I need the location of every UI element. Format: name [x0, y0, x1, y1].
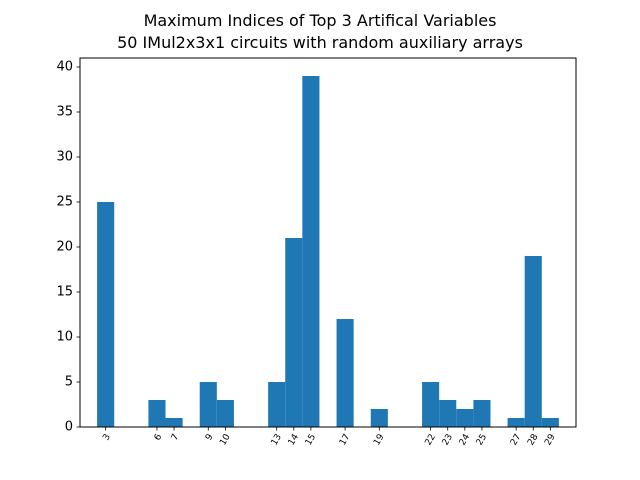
- x-tick-label: 9: [204, 432, 216, 442]
- x-axis: 3 6 7 9 10 13 14 15 17 19 22 23 24 25 27 28 29: [101, 427, 558, 448]
- y-tick-label: 5: [65, 375, 73, 390]
- x-tick-label: 28: [526, 432, 541, 447]
- x-tick-label: 19: [372, 432, 387, 447]
- x-tick-label: 13: [270, 433, 284, 448]
- bar-24: [456, 409, 474, 427]
- x-tick-label: 6: [153, 432, 165, 442]
- y-tick-label: 35: [56, 105, 73, 120]
- bar-25: [473, 400, 491, 427]
- x-tick-label: 15: [304, 433, 318, 448]
- x-tick-label: 25: [475, 433, 489, 448]
- chart-title: Maximum Indices of Top 3 Artifical Varia…: [143, 11, 497, 30]
- y-tick-label: 20: [56, 240, 73, 255]
- x-tick-label: 17: [338, 433, 352, 448]
- chart-subtitle: 50 IMul2x3x1 circuits with random auxili…: [117, 33, 523, 52]
- y-tick-label: 10: [56, 330, 73, 345]
- y-tick-label: 25: [56, 195, 73, 210]
- bar-6: [148, 400, 166, 427]
- x-tick-label: 22: [424, 433, 438, 448]
- bar-28: [524, 256, 542, 427]
- bar-13: [268, 382, 286, 427]
- y-tick-label: 0: [65, 420, 73, 435]
- y-tick-label: 30: [56, 150, 73, 165]
- x-tick-label: 23: [441, 433, 455, 448]
- bar-15: [302, 76, 320, 427]
- bar-7: [165, 418, 183, 427]
- x-tick-label: 10: [218, 432, 233, 447]
- bar-27: [507, 418, 525, 427]
- y-axis: 0 5 10 15 20 25 30 35 40: [56, 60, 80, 435]
- x-tick-label: 24: [458, 432, 473, 447]
- plot-frame: [79, 57, 577, 428]
- bar-23: [439, 400, 457, 427]
- bar-19: [370, 409, 388, 427]
- bar-10: [216, 400, 234, 427]
- bar-9: [199, 382, 217, 427]
- x-tick-label: 3: [101, 433, 113, 443]
- x-tick-label: 7: [170, 433, 182, 443]
- bar-29: [541, 418, 559, 427]
- bar-14: [285, 238, 303, 427]
- bar-3: [97, 202, 115, 427]
- y-tick-label: 40: [56, 60, 73, 75]
- x-tick-label: 14: [287, 432, 302, 447]
- x-tick-label: 29: [543, 432, 558, 447]
- x-tick-label: 27: [509, 433, 523, 448]
- bar-17: [336, 319, 354, 427]
- bars-group: [97, 76, 559, 427]
- bar-22: [422, 382, 440, 427]
- y-tick-label: 15: [56, 285, 73, 300]
